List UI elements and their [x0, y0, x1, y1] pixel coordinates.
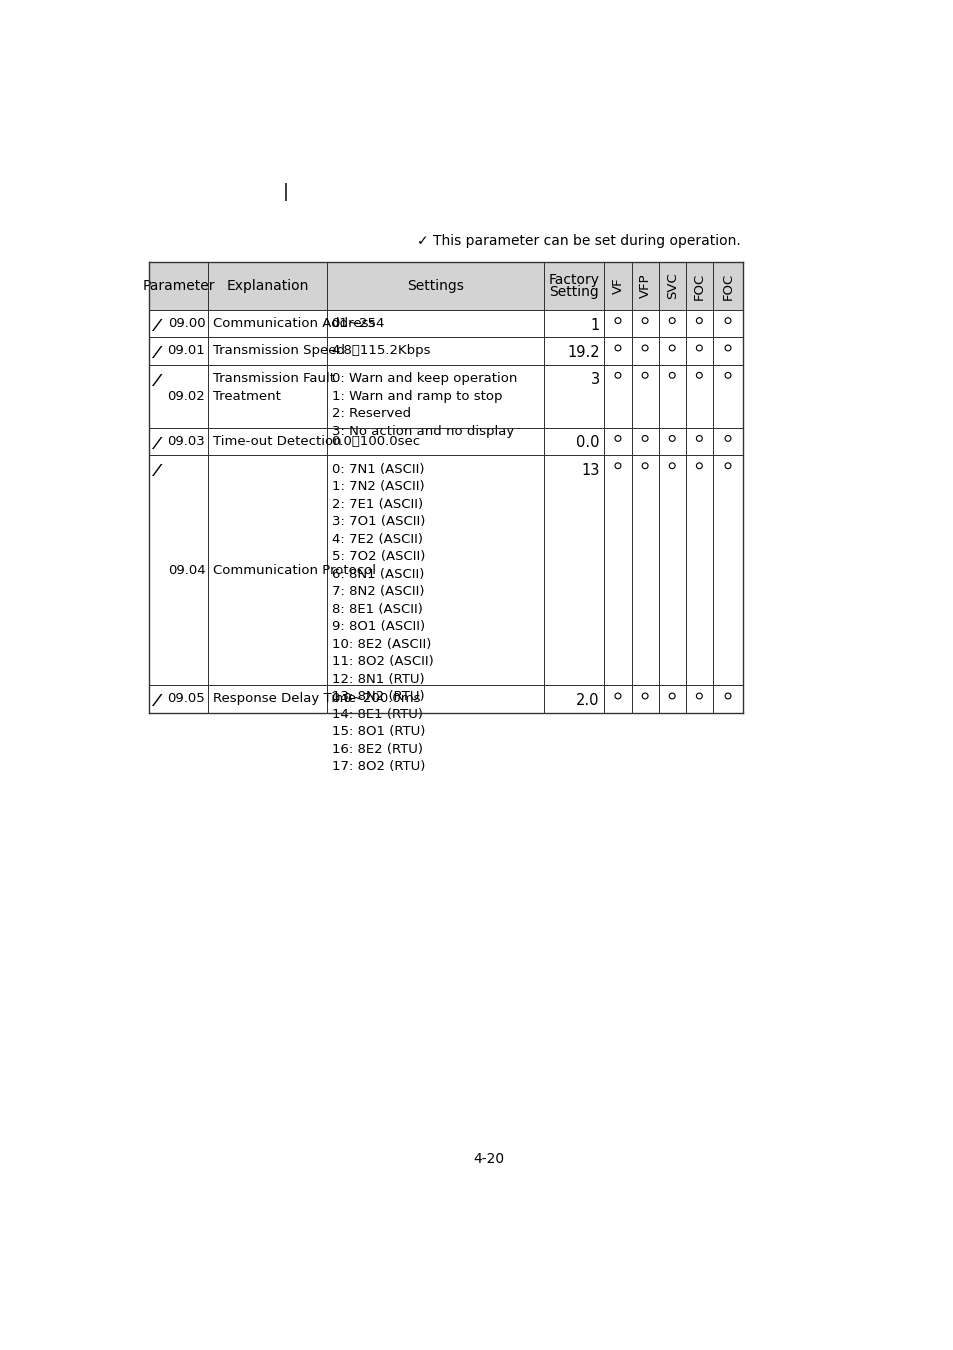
Text: 09.01: 09.01 [168, 344, 205, 358]
Text: Transmission Speed: Transmission Speed [213, 344, 345, 358]
Text: 0.0~200.0ms: 0.0~200.0ms [332, 693, 420, 706]
Text: Time-out Detection: Time-out Detection [213, 435, 341, 448]
Text: SVC: SVC [665, 273, 678, 300]
Text: ⁄: ⁄ [154, 374, 157, 389]
Text: ✓ This parameter can be set during operation.: ✓ This parameter can be set during opera… [416, 234, 740, 247]
Text: 0.0: 0.0 [576, 435, 599, 451]
Text: 09.00: 09.00 [168, 317, 205, 329]
Text: 19.2: 19.2 [566, 344, 599, 360]
Text: 09.02: 09.02 [168, 390, 205, 402]
Text: 09.04: 09.04 [168, 563, 205, 576]
Text: 13: 13 [580, 463, 599, 478]
Text: 0: 7N1 (ASCII)
1: 7N2 (ASCII)
2: 7E1 (ASCII)
3: 7O1 (ASCII)
4: 7E2 (ASCII)
5: 7O: 0: 7N1 (ASCII) 1: 7N2 (ASCII) 2: 7E1 (AS… [332, 463, 433, 774]
Text: 09.05: 09.05 [168, 693, 205, 706]
Text: Response Delay Time: Response Delay Time [213, 693, 355, 706]
Text: 4-20: 4-20 [473, 1152, 504, 1166]
Text: 1: 1 [590, 317, 599, 332]
Text: FOC: FOC [720, 273, 734, 300]
Text: 01~254: 01~254 [332, 317, 385, 329]
Text: Setting: Setting [549, 285, 598, 300]
Text: Communication Protocol: Communication Protocol [213, 563, 375, 576]
Text: VFP: VFP [638, 274, 651, 298]
Text: ⁄: ⁄ [154, 437, 157, 452]
Text: ⁄: ⁄ [154, 694, 157, 710]
Text: 3: 3 [590, 373, 599, 387]
Text: Factory: Factory [548, 273, 599, 286]
Text: 09.03: 09.03 [168, 435, 205, 448]
Text: 4.8～115.2Kbps: 4.8～115.2Kbps [332, 344, 431, 358]
Text: ⁄: ⁄ [154, 464, 157, 479]
Text: ⁄: ⁄ [154, 347, 157, 362]
Text: VF: VF [611, 278, 624, 294]
Text: |: | [283, 182, 289, 201]
Text: Settings: Settings [407, 279, 463, 293]
Text: Parameter: Parameter [142, 279, 214, 293]
Text: Communication Address: Communication Address [213, 317, 375, 329]
Text: Transmission Fault
Treatment: Transmission Fault Treatment [213, 373, 335, 402]
Text: 2.0: 2.0 [576, 693, 599, 707]
Text: 0.0～100.0sec: 0.0～100.0sec [332, 435, 420, 448]
Text: ⁄: ⁄ [154, 319, 157, 333]
Text: FOC: FOC [692, 273, 705, 300]
Bar [149, 262, 742, 311]
Text: Explanation: Explanation [226, 279, 309, 293]
Text: 0: Warn and keep operation
1: Warn and ramp to stop
2: Reserved
3: No action and: 0: Warn and keep operation 1: Warn and r… [332, 373, 517, 437]
